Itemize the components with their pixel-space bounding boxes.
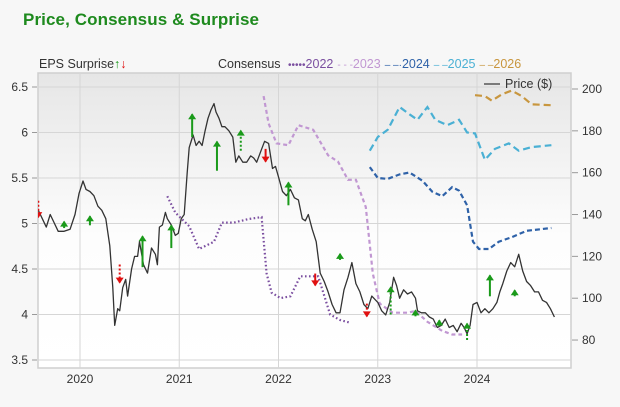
beat-arrow-icon <box>336 252 345 260</box>
y-left-tick-label: 3.5 <box>11 353 28 367</box>
y-right-tick-label: 180 <box>582 124 602 138</box>
legend-label: 2022 <box>305 57 334 71</box>
y-right-tick-label: 200 <box>582 82 602 96</box>
beat-arrow-icon <box>485 274 494 297</box>
consensus-line-2022 <box>166 195 351 324</box>
beat-arrow-icon <box>85 215 94 226</box>
miss-arrow-icon <box>261 148 270 163</box>
y-left-tick-label: 6.5 <box>11 80 28 94</box>
legend-label: 2023 <box>352 57 381 71</box>
y-right-tick-label: 120 <box>582 249 602 263</box>
y-left-tick-label: 4.5 <box>11 262 28 276</box>
y-left-tick-label: 5 <box>21 217 28 231</box>
y-right-tick-label: 100 <box>582 291 602 305</box>
miss-arrow-icon <box>115 264 124 284</box>
y-left-tick-label: 5.5 <box>11 171 28 185</box>
legend-item-2022: •••••2022 <box>288 57 333 71</box>
legend-label: 2024 <box>401 57 430 71</box>
legend-item-2026: – –2026 <box>479 57 521 71</box>
beat-arrow-icon <box>411 309 420 317</box>
y-left-tick-label: 4 <box>21 308 28 322</box>
miss-arrow-icon <box>311 273 320 287</box>
x-tick-label: 2021 <box>166 372 193 386</box>
y-right-tick-label: 140 <box>582 208 602 222</box>
consensus-line-2026 <box>474 89 552 107</box>
beat-arrow-icon <box>188 113 197 138</box>
consensus-line-2024 <box>368 166 552 251</box>
chart-title: Price, Consensus & Surprise <box>23 10 260 29</box>
legend-line-icon: – –· <box>384 60 402 71</box>
beat-arrow-icon <box>435 319 444 327</box>
eps-surprise-label: EPS Surprise <box>39 57 115 71</box>
legend-item-2024: – –·2024 <box>385 57 430 71</box>
beat-arrow-icon: ↑ <box>114 57 121 71</box>
beat-arrow-icon <box>386 286 395 315</box>
eps-surprise-legend: EPS Surprise↑↓ <box>39 57 127 71</box>
beat-arrow-icon <box>463 322 472 340</box>
price-legend-label: Price ($) <box>505 77 552 91</box>
legend-line-icon: – – <box>433 60 448 71</box>
legend-item-2023: - - -2023 <box>337 57 380 71</box>
legend-line-icon: ••••• <box>288 60 306 71</box>
legend-label: 2026 <box>493 57 522 71</box>
beat-arrow-icon <box>284 181 293 206</box>
y-right-tick-label: 160 <box>582 166 602 180</box>
x-tick-label: 2023 <box>364 372 391 386</box>
consensus-line-2025 <box>368 105 552 162</box>
consensus-line-2023 <box>262 95 463 336</box>
miss-arrow-icon: ↓ <box>120 57 127 71</box>
legend-label: 2025 <box>447 57 476 71</box>
miss-arrow-icon <box>362 303 371 318</box>
beat-arrow-icon <box>60 220 69 229</box>
legend-line-icon: – – <box>479 60 494 71</box>
consensus-label: Consensus <box>218 57 281 71</box>
beat-arrow-icon <box>212 140 221 171</box>
x-tick-label: 2020 <box>67 372 94 386</box>
legend-line-icon: - - - <box>337 60 353 71</box>
beat-arrow-icon <box>167 224 176 249</box>
x-tick-label: 2022 <box>265 372 292 386</box>
y-right-tick-label: 80 <box>582 333 596 347</box>
legend-item-2025: – –2025 <box>434 57 476 71</box>
x-tick-label: 2024 <box>464 372 491 386</box>
beat-arrow-icon <box>236 129 245 151</box>
beat-arrow-icon <box>138 235 147 268</box>
beat-arrow-icon <box>510 289 519 297</box>
y-left-tick-label: 6 <box>21 126 28 140</box>
consensus-legend: Consensus •••••2022- - -2023– –·2024– –2… <box>218 57 521 71</box>
miss-arrow-icon <box>38 200 43 219</box>
